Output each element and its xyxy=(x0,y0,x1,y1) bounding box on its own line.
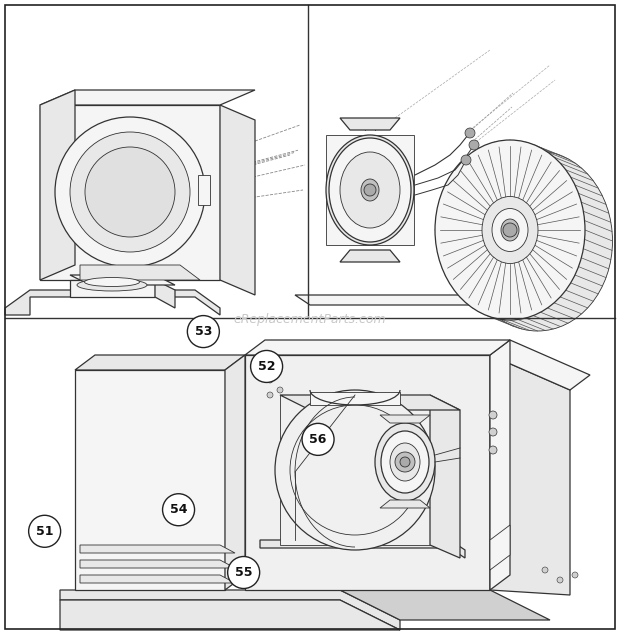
Text: 54: 54 xyxy=(170,503,187,516)
Circle shape xyxy=(469,140,479,150)
Polygon shape xyxy=(40,105,220,280)
Polygon shape xyxy=(380,500,430,508)
Polygon shape xyxy=(245,340,510,355)
Polygon shape xyxy=(280,395,460,410)
Polygon shape xyxy=(70,280,155,297)
Polygon shape xyxy=(80,265,200,280)
Circle shape xyxy=(187,316,219,347)
Ellipse shape xyxy=(84,278,140,287)
Circle shape xyxy=(489,446,497,454)
Circle shape xyxy=(85,147,175,237)
Circle shape xyxy=(162,494,195,526)
Circle shape xyxy=(364,184,376,196)
Circle shape xyxy=(461,155,471,165)
Polygon shape xyxy=(340,590,550,620)
Ellipse shape xyxy=(340,152,400,228)
Circle shape xyxy=(489,411,497,419)
Polygon shape xyxy=(245,355,490,590)
Polygon shape xyxy=(490,340,510,590)
Circle shape xyxy=(228,557,260,588)
Polygon shape xyxy=(225,355,245,590)
Polygon shape xyxy=(490,340,590,390)
Polygon shape xyxy=(220,105,255,295)
Polygon shape xyxy=(430,395,460,558)
Ellipse shape xyxy=(390,443,420,481)
Polygon shape xyxy=(75,355,245,370)
Ellipse shape xyxy=(463,151,613,331)
Circle shape xyxy=(70,132,190,252)
Polygon shape xyxy=(340,118,400,130)
Circle shape xyxy=(465,128,475,138)
Circle shape xyxy=(267,392,273,398)
Polygon shape xyxy=(560,295,575,315)
Ellipse shape xyxy=(381,431,429,493)
Circle shape xyxy=(55,117,205,267)
Ellipse shape xyxy=(435,140,585,320)
Circle shape xyxy=(267,377,273,383)
Polygon shape xyxy=(60,590,400,630)
Text: 56: 56 xyxy=(309,433,327,446)
Polygon shape xyxy=(310,392,400,405)
Polygon shape xyxy=(80,575,235,583)
Polygon shape xyxy=(40,90,255,105)
Circle shape xyxy=(542,567,548,573)
Ellipse shape xyxy=(361,179,379,201)
Polygon shape xyxy=(75,370,225,590)
Polygon shape xyxy=(340,250,400,262)
Polygon shape xyxy=(295,295,575,305)
Polygon shape xyxy=(380,415,430,423)
Circle shape xyxy=(250,351,283,382)
Polygon shape xyxy=(260,540,465,558)
Polygon shape xyxy=(5,290,220,315)
Polygon shape xyxy=(80,545,235,553)
Polygon shape xyxy=(80,560,235,568)
Text: 52: 52 xyxy=(258,360,275,373)
Ellipse shape xyxy=(501,219,519,241)
Polygon shape xyxy=(490,525,510,570)
Circle shape xyxy=(275,390,435,550)
Polygon shape xyxy=(70,275,175,285)
Ellipse shape xyxy=(492,209,528,252)
Polygon shape xyxy=(198,175,210,205)
Circle shape xyxy=(290,405,420,535)
Circle shape xyxy=(489,428,497,436)
Circle shape xyxy=(557,577,563,583)
Circle shape xyxy=(572,572,578,578)
Text: 53: 53 xyxy=(195,325,212,338)
Ellipse shape xyxy=(326,135,414,245)
Text: 55: 55 xyxy=(235,566,252,579)
Polygon shape xyxy=(326,135,414,245)
Circle shape xyxy=(29,515,61,547)
Circle shape xyxy=(302,424,334,455)
Circle shape xyxy=(503,223,517,237)
Polygon shape xyxy=(60,600,400,630)
Text: eReplacementParts.com: eReplacementParts.com xyxy=(234,313,386,327)
Circle shape xyxy=(395,452,415,472)
Ellipse shape xyxy=(375,423,435,501)
Ellipse shape xyxy=(329,138,411,242)
Polygon shape xyxy=(40,90,75,280)
Ellipse shape xyxy=(77,279,147,291)
Ellipse shape xyxy=(482,197,538,264)
Circle shape xyxy=(277,387,283,393)
Circle shape xyxy=(400,457,410,467)
Polygon shape xyxy=(490,355,570,595)
Polygon shape xyxy=(155,280,175,308)
Text: 51: 51 xyxy=(36,525,53,538)
Polygon shape xyxy=(280,395,430,545)
